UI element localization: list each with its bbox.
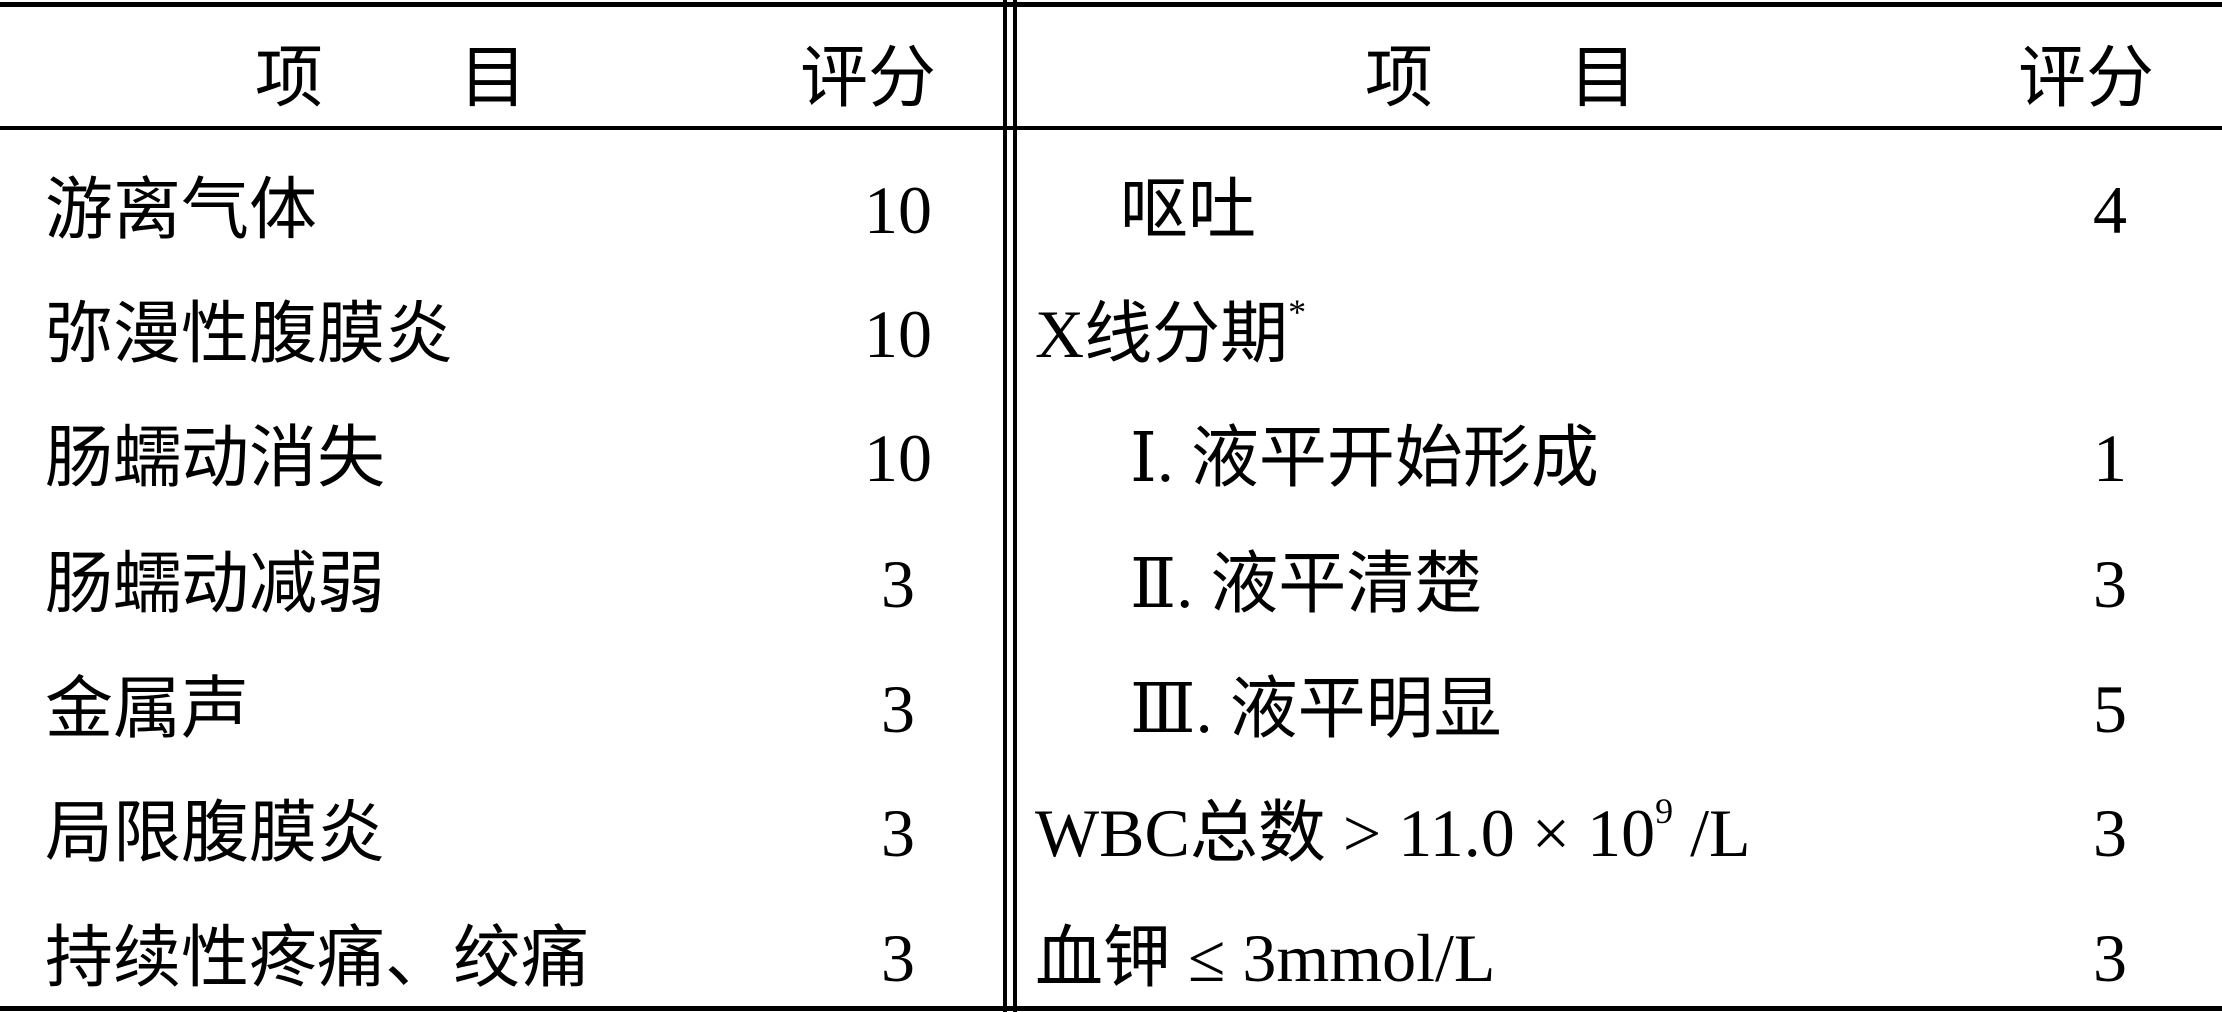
left-row-score: 3: [881, 546, 915, 622]
header-right-score: 评分: [2018, 40, 2155, 116]
column-divider-double-right: [1013, 0, 1017, 1012]
unit-suffix: /L: [1673, 795, 1751, 871]
header-left-item: 项 目: [255, 40, 528, 116]
top-border: [0, 2, 2222, 7]
right-row-score: 3: [2093, 920, 2127, 996]
left-row-score: 3: [881, 920, 915, 996]
left-row-item: 金属声: [45, 671, 250, 747]
right-row-item: 呕吐: [1120, 176, 1256, 244]
left-row-item: 肠蠕动消失: [45, 420, 386, 496]
item-text: 呕吐: [1120, 172, 1257, 248]
left-row-score: 10: [864, 172, 932, 248]
header-left-score: 评分: [800, 40, 937, 116]
right-row-item: WBC总数 > 11.0 × 109 /L: [1035, 793, 1751, 867]
item-text: WBC总数 > 11.0 × 10: [1035, 795, 1656, 871]
right-row-item: Ⅱ. 液平清楚: [1130, 550, 1482, 618]
left-row-item: 游离气体: [45, 172, 318, 248]
right-row-item: X线分期*: [1035, 294, 1306, 368]
column-divider-double-left: [1003, 0, 1007, 1012]
superscript: *: [1288, 292, 1307, 332]
right-row-score: 1: [2093, 420, 2127, 496]
left-row-item: 弥漫性腹膜炎: [45, 296, 454, 372]
item-text: 血钾 ≤ 3mmol/L: [1035, 920, 1496, 996]
item-text: Ⅱ. 液平清楚: [1130, 546, 1483, 622]
right-row-score: 4: [2093, 172, 2127, 248]
right-row-score: 5: [2093, 671, 2127, 747]
header-divider: [0, 126, 2222, 130]
left-row-item: 肠蠕动减弱: [45, 546, 386, 622]
superscript: 9: [1655, 791, 1674, 831]
right-row-item: Ⅲ. 液平明显: [1130, 675, 1502, 743]
right-row-score: 3: [2093, 546, 2127, 622]
right-row-score: 3: [2093, 795, 2127, 871]
left-row-item: 局限腹膜炎: [45, 795, 386, 871]
left-row-score: 3: [881, 671, 915, 747]
header-right-item: 项 目: [1365, 40, 1638, 116]
left-row-score: 10: [864, 420, 932, 496]
item-text: X线分期: [1035, 296, 1289, 372]
left-row-item: 持续性疼痛、绞痛: [45, 920, 590, 996]
left-row-score: 3: [881, 795, 915, 871]
left-row-score: 10: [864, 296, 932, 372]
item-text: Ⅰ. 液平开始形成: [1130, 420, 1599, 496]
right-row-item: Ⅰ. 液平开始形成: [1130, 424, 1599, 492]
bottom-border: [0, 1006, 2222, 1011]
right-row-item: 血钾 ≤ 3mmol/L: [1035, 924, 1495, 992]
item-text: Ⅲ. 液平明显: [1130, 671, 1502, 747]
